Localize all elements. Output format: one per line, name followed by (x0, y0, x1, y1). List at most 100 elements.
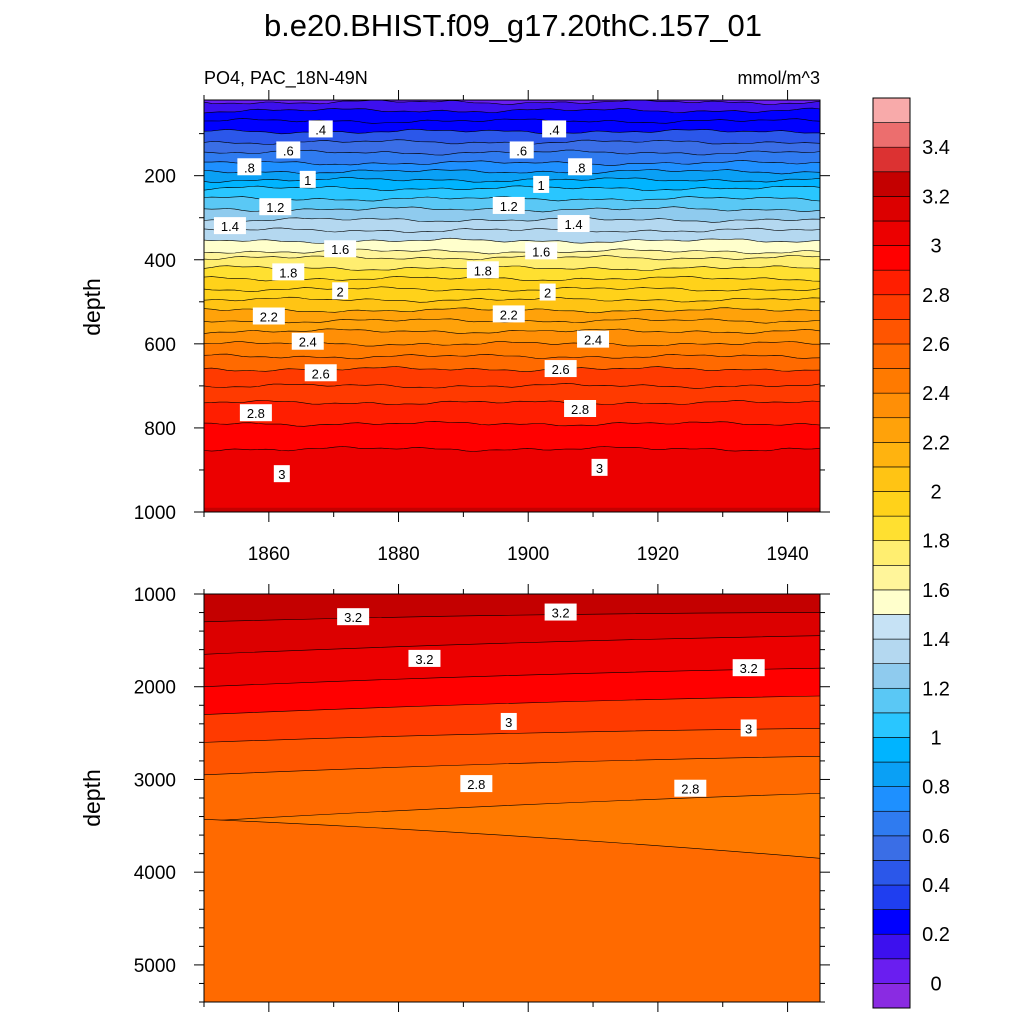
colorbar-swatch (872, 343, 911, 369)
colorbar-swatch (872, 761, 911, 787)
upper-contour-label: 3 (273, 465, 290, 483)
svg-text:2.8: 2.8 (247, 406, 265, 421)
colorbar-tick-label: 2.6 (922, 334, 950, 356)
upper-contour-line (203, 185, 821, 192)
colorbar-swatch (872, 392, 911, 419)
colorbar: 0 0.2 0.4 0.6 0.8 1 1.2 1.4 1.6 1.8 2 2.2 2.4 2.6 2.8 3… (872, 97, 950, 1009)
upper-contour-label: 1.2 (259, 198, 292, 216)
colorbar-swatch (872, 589, 911, 615)
lower-contour-label: 3.2 (732, 659, 765, 677)
colorbar-swatch (872, 97, 911, 123)
svg-text:1.6: 1.6 (532, 244, 550, 259)
upper-contour-label: 2 (539, 283, 556, 301)
colorbar-tick-label: 0.8 (922, 777, 950, 799)
svg-text:1.8: 1.8 (474, 263, 492, 278)
lower-contour-line (203, 728, 821, 743)
upper-y-tick-label: 800 (144, 419, 176, 440)
colorbar-tick-label: 0.4 (922, 875, 950, 897)
svg-text:.8: .8 (575, 160, 586, 175)
svg-text:.6: .6 (283, 143, 294, 158)
upper-contour-label: 1.8 (272, 263, 305, 281)
upper-contour-label: 1.6 (525, 242, 558, 260)
svg-text:2: 2 (544, 286, 551, 301)
upper-contour-line (203, 328, 821, 334)
colorbar-swatch (872, 294, 911, 320)
upper-contour-label: 1.6 (324, 240, 357, 258)
colorbar-tick-label: 1.8 (922, 531, 950, 553)
svg-text:1: 1 (304, 173, 311, 188)
lower-contour-label: 3.2 (544, 603, 577, 621)
upper-y-tick-label: 200 (144, 167, 176, 188)
upper-x-tick-label: 1940 (766, 544, 808, 565)
upper-contour-label: .4 (542, 120, 567, 138)
lower-y-tick-label: 5000 (134, 956, 176, 977)
colorbar-swatch (872, 663, 911, 689)
lower-band (204, 819, 820, 1002)
colorbar-frame (872, 97, 911, 1009)
svg-text:1.2: 1.2 (500, 199, 518, 214)
svg-text:2: 2 (337, 284, 344, 299)
upper-contour-label: 1.4 (213, 217, 246, 235)
upper-contour-line (203, 265, 821, 271)
upper-contour-label: 2.8 (239, 404, 272, 422)
upper-contour-label: 2.8 (564, 400, 597, 417)
upper-contour-label: .8 (237, 158, 262, 176)
upper-contour-label: .6 (509, 141, 534, 159)
lower-contour-line (203, 793, 821, 822)
upper-x-tick-label: 1880 (377, 544, 419, 565)
colorbar-swatch (872, 269, 911, 296)
upper-y-tick-label: 400 (144, 251, 176, 272)
colorbar-tick-label: 1.4 (922, 629, 950, 651)
colorbar-swatch (872, 442, 911, 468)
upper-x-tick-label: 1900 (507, 544, 549, 565)
svg-text:3.2: 3.2 (740, 661, 758, 676)
svg-text:3: 3 (505, 715, 512, 730)
left-subtitle: PO4, PAC_18N-49N (204, 68, 368, 89)
upper-contour-line (203, 227, 821, 233)
lower-y-tick-label: 1000 (134, 585, 176, 606)
upper-band (204, 507, 820, 512)
upper-contour-line (203, 400, 821, 405)
svg-text:2.4: 2.4 (299, 335, 317, 350)
svg-text:2.4: 2.4 (584, 333, 602, 348)
colorbar-tick-label: 2 (930, 482, 941, 504)
upper-contour-line (203, 217, 821, 223)
upper-contour-line (203, 420, 821, 427)
upper-contour-line (203, 107, 821, 114)
lower-contour-label: 2.8 (674, 779, 707, 797)
upper-contour-label: 2.6 (304, 364, 337, 382)
upper-contour-label: 1.4 (557, 215, 590, 233)
colorbar-swatch (872, 564, 911, 591)
upper-contour-line (203, 128, 820, 135)
upper-contour-label: 1.8 (466, 261, 499, 279)
colorbar-swatch (872, 171, 911, 197)
svg-text:2.8: 2.8 (467, 777, 485, 792)
colorbar-tick-label: 1 (930, 727, 941, 749)
colorbar-swatch (872, 958, 911, 984)
upper-contour-label: 1 (299, 170, 316, 188)
colorbar-swatch (872, 835, 911, 861)
colorbar-swatch (872, 884, 911, 910)
upper-contour-label: 2.2 (492, 305, 525, 323)
svg-text:2.8: 2.8 (571, 402, 589, 417)
colorbar-tick-label: 3.4 (922, 137, 950, 159)
lower-contour-label: 3.2 (408, 649, 441, 667)
lower-y-tick-label: 4000 (134, 863, 176, 884)
colorbar-swatch (872, 417, 911, 443)
colorbar-swatch (872, 540, 911, 566)
upper-x-tick-label: 1860 (248, 544, 290, 565)
colorbar-tick-label: 0.2 (922, 924, 950, 946)
upper-contour-line (203, 286, 821, 293)
upper-contour-label: 2.2 (252, 307, 285, 325)
upper-band (204, 446, 820, 512)
upper-contour-line (203, 296, 821, 303)
upper-contour-label: .6 (276, 141, 301, 159)
upper-contour-label: 1.2 (492, 196, 525, 214)
colorbar-tick-label: 3 (930, 236, 941, 258)
upper-contour-line (203, 255, 821, 261)
upper-contour-label: .4 (308, 120, 333, 138)
lower-contour-line (203, 755, 821, 776)
upper-contour-line (203, 118, 821, 124)
lower-y-tick-label: 2000 (134, 678, 176, 699)
lower-contour-line (203, 635, 821, 655)
